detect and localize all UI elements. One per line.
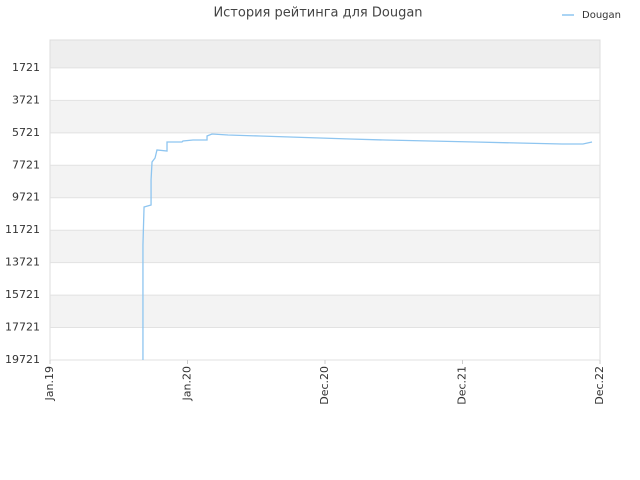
x-tick-label: Dec.22: [593, 366, 606, 405]
chart-title: История рейтинга для Dougan: [213, 6, 422, 21]
y-tick-label: 19721: [5, 353, 40, 366]
band: [50, 165, 600, 198]
y-tick-label: 13721: [5, 256, 40, 269]
y-tick-label: 15721: [5, 288, 40, 301]
series-line: [142, 133, 593, 360]
y-tick-label: 17721: [5, 321, 40, 334]
y-tick-label: 5721: [12, 126, 40, 139]
x-tick-label: Jan.20: [181, 366, 194, 401]
x-tick-label: Jan.19: [43, 366, 56, 401]
y-tick-label: 3721: [12, 93, 40, 106]
x-tick-label: Dec.20: [318, 366, 331, 405]
legend-label: Dougan: [582, 10, 621, 21]
band: [50, 230, 600, 263]
y-tick-label: 7721: [12, 158, 40, 171]
y-tick-label: 11721: [5, 223, 40, 236]
band: [50, 40, 600, 68]
y-tick-label: 9721: [12, 191, 40, 204]
band: [50, 295, 600, 328]
band: [50, 100, 600, 133]
y-tick-label: 1721: [12, 61, 40, 74]
x-tick-label: Dec.21: [456, 366, 469, 405]
